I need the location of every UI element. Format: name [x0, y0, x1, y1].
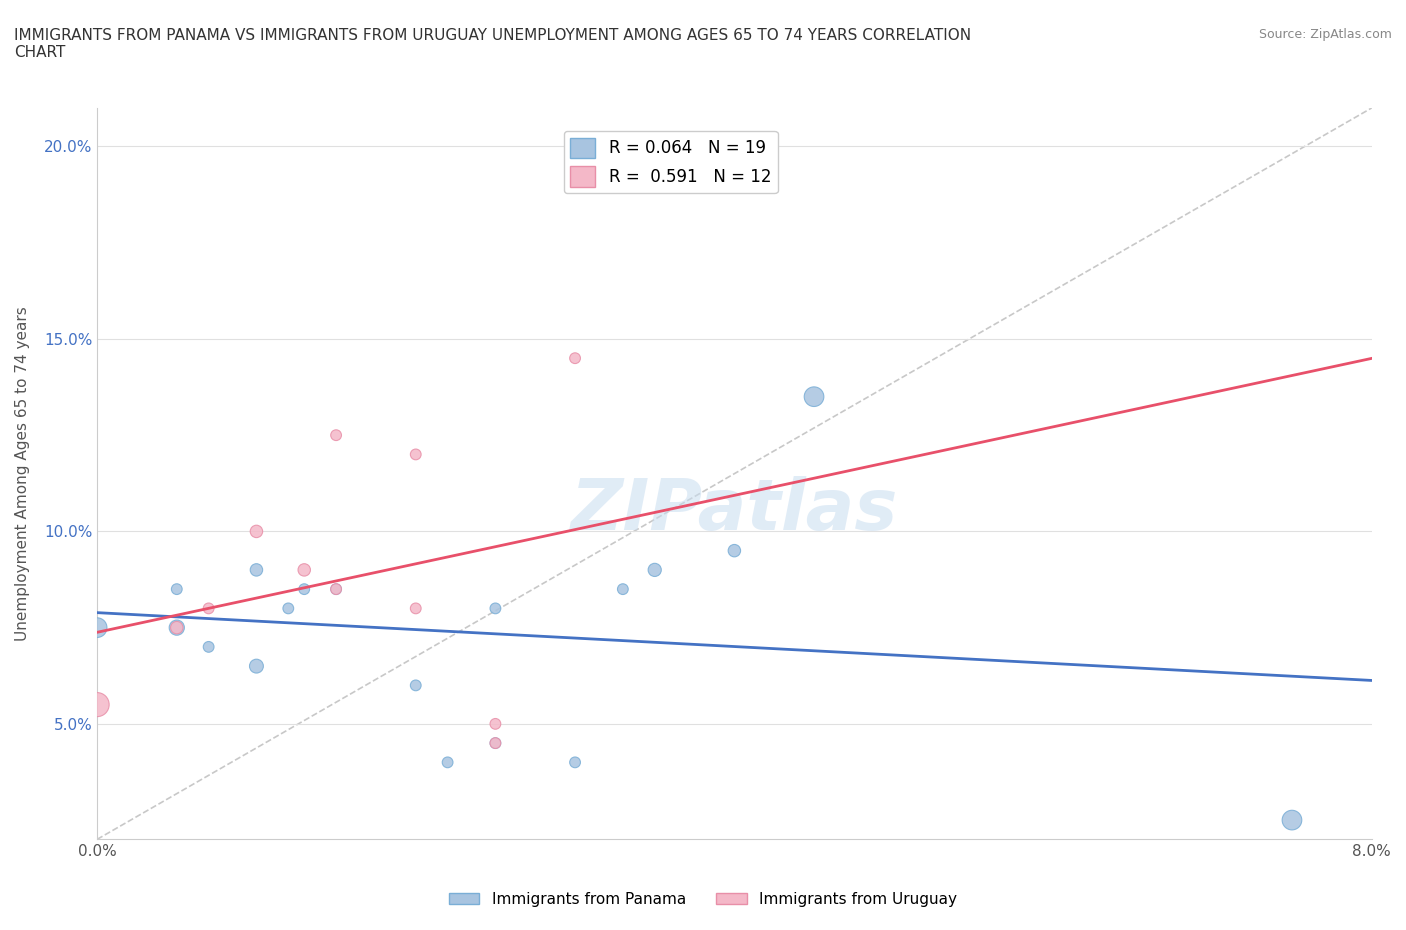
Text: Source: ZipAtlas.com: Source: ZipAtlas.com: [1258, 28, 1392, 41]
Y-axis label: Unemployment Among Ages 65 to 74 years: Unemployment Among Ages 65 to 74 years: [15, 306, 30, 641]
Immigrants from Panama: [723, 543, 745, 558]
Immigrants from Panama: [644, 563, 666, 578]
Immigrants from Panama: [405, 678, 427, 693]
Immigrants from Uruguay: [484, 716, 506, 731]
Immigrants from Uruguay: [166, 620, 188, 635]
Immigrants from Uruguay: [405, 447, 427, 462]
Immigrants from Uruguay: [405, 601, 427, 616]
Immigrants from Panama: [166, 620, 188, 635]
Immigrants from Panama: [1281, 813, 1303, 828]
Immigrants from Uruguay: [245, 524, 267, 538]
Immigrants from Panama: [245, 563, 267, 578]
Immigrants from Panama: [166, 581, 188, 596]
Legend: Immigrants from Panama, Immigrants from Uruguay: Immigrants from Panama, Immigrants from …: [443, 886, 963, 913]
Immigrants from Panama: [277, 601, 299, 616]
Immigrants from Uruguay: [484, 736, 506, 751]
Legend: R = 0.064   N = 19, R =  0.591   N = 12: R = 0.064 N = 19, R = 0.591 N = 12: [564, 131, 778, 193]
Immigrants from Uruguay: [325, 428, 347, 443]
Immigrants from Panama: [612, 581, 634, 596]
Immigrants from Panama: [292, 581, 315, 596]
Immigrants from Panama: [325, 581, 347, 596]
Immigrants from Panama: [86, 620, 108, 635]
Immigrants from Panama: [245, 658, 267, 673]
Immigrants from Panama: [484, 601, 506, 616]
Immigrants from Uruguay: [197, 601, 219, 616]
Immigrants from Panama: [564, 755, 586, 770]
Immigrants from Panama: [803, 390, 825, 405]
Immigrants from Uruguay: [564, 351, 586, 365]
Immigrants from Panama: [436, 755, 458, 770]
Immigrants from Panama: [484, 736, 506, 751]
Text: IMMIGRANTS FROM PANAMA VS IMMIGRANTS FROM URUGUAY UNEMPLOYMENT AMONG AGES 65 TO : IMMIGRANTS FROM PANAMA VS IMMIGRANTS FRO…: [14, 28, 972, 60]
Immigrants from Uruguay: [325, 581, 347, 596]
Immigrants from Panama: [197, 640, 219, 655]
Immigrants from Uruguay: [292, 563, 315, 578]
Text: ZIPatlas: ZIPatlas: [571, 476, 898, 545]
Immigrants from Uruguay: [86, 698, 108, 712]
